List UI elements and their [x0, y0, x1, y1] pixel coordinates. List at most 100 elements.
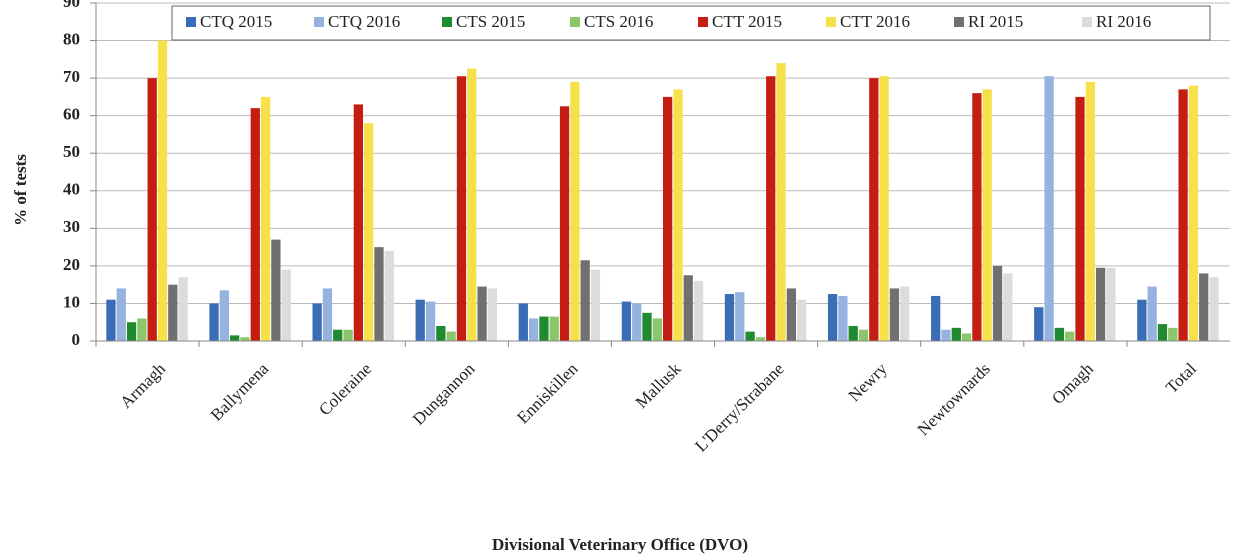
bar: [745, 331, 755, 341]
bar: [1034, 307, 1044, 341]
x-tick-label: Omagh: [1048, 359, 1097, 408]
bar: [1199, 273, 1209, 341]
legend-label: RI 2015: [968, 12, 1023, 31]
bar: [992, 265, 1003, 341]
bar: [652, 318, 662, 341]
bar: [539, 316, 549, 341]
bar: [838, 295, 848, 341]
bar: [931, 295, 941, 341]
bar: [1054, 327, 1065, 341]
bar: [106, 299, 116, 341]
bar: [219, 290, 229, 341]
bar: [333, 329, 343, 341]
bar: [178, 277, 188, 341]
bar: [1188, 85, 1199, 341]
bar: [776, 63, 786, 341]
legend-label: CTQ 2016: [328, 12, 400, 31]
bar: [446, 331, 456, 341]
x-tick-label: Newry: [845, 359, 891, 405]
x-tick-label: Newtownards: [914, 359, 994, 439]
legend-swatch: [570, 17, 580, 27]
bar: [972, 93, 982, 341]
bar: [1147, 286, 1157, 341]
bar: [322, 288, 333, 341]
bar: [467, 68, 477, 341]
bar: [487, 288, 498, 341]
bar: [364, 123, 374, 341]
bar: [766, 76, 776, 341]
legend-label: CTT 2015: [712, 12, 782, 31]
bar: [425, 301, 436, 341]
bar: [621, 301, 632, 341]
legend-swatch: [1082, 17, 1092, 27]
bar: [961, 333, 972, 341]
bar: [281, 269, 291, 341]
bar: [869, 78, 879, 341]
legend-swatch: [826, 17, 836, 27]
x-tick-label: Ballymena: [207, 359, 273, 425]
y-tick-label: 10: [63, 292, 80, 311]
bar: [415, 299, 425, 341]
bar: [755, 337, 766, 341]
bar: [271, 239, 281, 341]
bar: [693, 280, 704, 341]
x-tick-label: Enniskillen: [513, 359, 582, 428]
bar: [663, 96, 673, 341]
bar: [549, 316, 559, 341]
x-tick-label: Armagh: [116, 359, 169, 412]
bar: [384, 250, 394, 341]
bar: [168, 284, 178, 341]
bar: [1168, 327, 1178, 341]
x-tick-label: Coleraine: [315, 359, 375, 419]
bar: [827, 294, 838, 341]
bar: [848, 325, 858, 341]
legend-label: CTT 2016: [840, 12, 910, 31]
legend-swatch: [186, 17, 196, 27]
legend-swatch: [698, 17, 708, 27]
y-tick-label: 60: [63, 105, 80, 124]
bar: [477, 286, 487, 341]
bar: [230, 335, 240, 341]
bar: [941, 329, 951, 341]
bar: [147, 78, 157, 341]
legend-label: CTS 2015: [456, 12, 525, 31]
bar: [559, 106, 570, 342]
bar: [436, 325, 446, 341]
bar: [260, 96, 271, 341]
legend-swatch: [314, 17, 324, 27]
y-tick-label: 20: [63, 255, 80, 274]
y-tick-label: 90: [63, 0, 80, 11]
y-tick-label: 70: [63, 67, 80, 86]
bar: [1075, 96, 1085, 341]
y-tick-label: 50: [63, 142, 80, 161]
bar: [1095, 267, 1106, 341]
bar: [456, 76, 467, 341]
bar: [1137, 299, 1147, 341]
bar: [1209, 277, 1219, 341]
bar: [209, 303, 219, 341]
bar: [570, 81, 580, 341]
y-tick-label: 0: [72, 330, 81, 349]
bar: [900, 286, 910, 341]
bar: [137, 318, 147, 341]
bar: [518, 303, 528, 341]
x-tick-label: Mallusk: [632, 359, 685, 412]
y-tick-label: 80: [63, 29, 80, 48]
bar: [590, 269, 601, 341]
x-axis-title: Divisional Veterinary Office (DVO): [492, 535, 748, 554]
bar: [312, 303, 322, 341]
bar: [353, 104, 364, 342]
legend-box: [171, 5, 1211, 41]
bar: [889, 288, 900, 341]
bar: [126, 322, 137, 341]
bar: [858, 329, 869, 341]
bar: [116, 288, 126, 341]
legend-label: RI 2016: [1096, 12, 1151, 31]
bar: [786, 288, 796, 341]
bar: [1157, 324, 1168, 341]
bar: [951, 327, 961, 341]
y-axis-title: % of tests: [11, 154, 30, 226]
legend-label: CTS 2016: [584, 12, 653, 31]
bar: [343, 329, 353, 341]
